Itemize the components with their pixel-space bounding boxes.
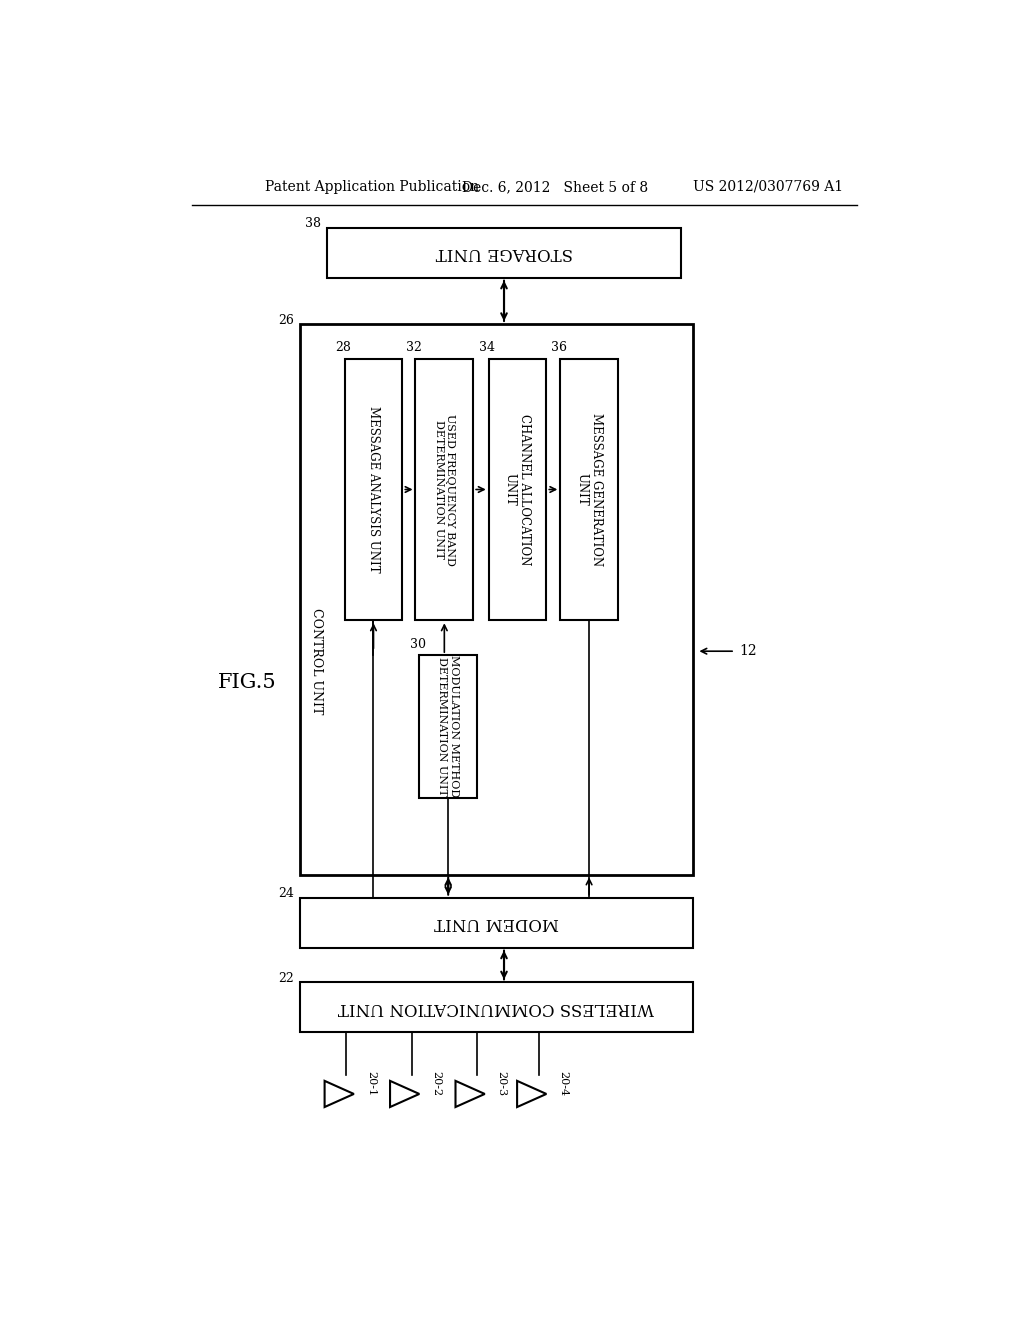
Text: CHANNEL ALLOCATION
UNIT: CHANNEL ALLOCATION UNIT	[504, 413, 531, 565]
Text: Dec. 6, 2012   Sheet 5 of 8: Dec. 6, 2012 Sheet 5 of 8	[462, 180, 648, 194]
Text: US 2012/0307769 A1: US 2012/0307769 A1	[692, 180, 843, 194]
Bar	[416, 359, 473, 620]
Text: MESSAGE GENERATION
UNIT: MESSAGE GENERATION UNIT	[575, 413, 603, 566]
Text: 34: 34	[479, 342, 495, 354]
Text: 20-3: 20-3	[497, 1072, 507, 1097]
Text: 32: 32	[406, 342, 422, 354]
Text: MESSAGE ANALYSIS UNIT: MESSAGE ANALYSIS UNIT	[367, 407, 380, 573]
Text: Patent Application Publication: Patent Application Publication	[265, 180, 479, 194]
Text: MODULATION METHOD
DETERMINATION UNIT: MODULATION METHOD DETERMINATION UNIT	[437, 655, 459, 797]
Text: USED FREQUENCY BAND
DETERMINATION UNIT: USED FREQUENCY BAND DETERMINATION UNIT	[433, 413, 455, 565]
Bar	[300, 898, 692, 948]
Bar	[327, 228, 681, 277]
Text: WIRELESS COMMUNICATION UNIT: WIRELESS COMMUNICATION UNIT	[338, 999, 654, 1016]
Bar	[300, 982, 692, 1032]
Bar	[300, 323, 692, 875]
Bar	[345, 359, 402, 620]
Text: 24: 24	[279, 887, 294, 900]
Text: 26: 26	[279, 314, 294, 326]
Text: MODEM UNIT: MODEM UNIT	[434, 915, 559, 931]
Text: STORAGE UNIT: STORAGE UNIT	[435, 244, 572, 261]
Text: 12: 12	[739, 644, 757, 659]
Text: 36: 36	[551, 342, 566, 354]
Text: CONTROL UNIT: CONTROL UNIT	[310, 607, 324, 714]
Text: 38: 38	[305, 218, 322, 231]
Text: 22: 22	[279, 972, 294, 985]
Bar	[560, 359, 617, 620]
Text: 20-2: 20-2	[431, 1072, 441, 1097]
Text: 20-4: 20-4	[558, 1072, 568, 1097]
Text: 28: 28	[335, 342, 351, 354]
Text: 30: 30	[410, 638, 426, 651]
Text: FIG.5: FIG.5	[218, 672, 276, 692]
Bar	[419, 655, 477, 797]
Text: 20-1: 20-1	[366, 1072, 376, 1097]
Bar	[488, 359, 547, 620]
